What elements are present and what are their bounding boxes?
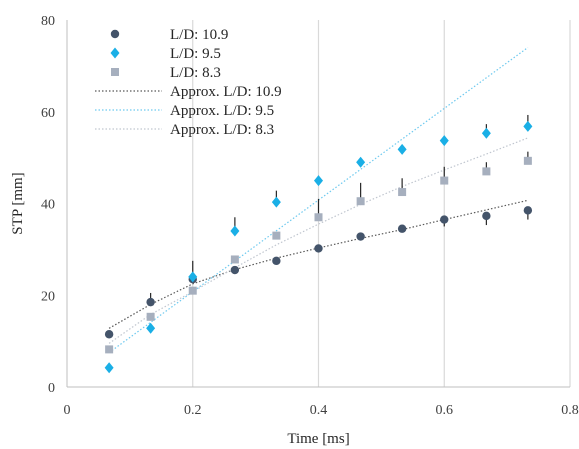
trendline	[108, 137, 529, 344]
data-point	[523, 156, 532, 165]
legend-marker	[110, 29, 120, 39]
tick-labels: 0 0.2 0.4 0.6 0.8 0 20 40 60 80	[41, 14, 579, 418]
grid	[192, 20, 571, 387]
y-tick-label: 60	[41, 106, 55, 121]
data-point	[356, 197, 365, 206]
y-axis-title: STP [mm]	[10, 172, 26, 234]
data-point	[314, 175, 323, 187]
data-point	[314, 244, 323, 253]
data-point	[146, 297, 155, 307]
data-point	[397, 224, 407, 233]
data-point	[398, 188, 407, 197]
data-points	[104, 120, 533, 374]
data-point	[482, 167, 491, 176]
data-point	[230, 225, 240, 237]
trendline	[108, 199, 529, 329]
data-point	[105, 345, 114, 354]
legend: L/D: 10.9 L/D: 9.5 L/D: 8.3 Approx. L/D: 10…	[95, 27, 282, 138]
legend-marker	[111, 68, 119, 76]
y-tick-label: 80	[41, 14, 55, 29]
y-tick-label: 20	[41, 289, 55, 304]
x-tick-label: 0.4	[310, 403, 328, 418]
data-point	[188, 286, 197, 295]
data-point	[523, 120, 533, 132]
legend-label: L/D: 10.9	[170, 27, 228, 43]
legend-label: Approx. L/D: 8.3	[170, 122, 274, 138]
x-tick-label: 0.6	[436, 403, 454, 418]
x-tick-label: 0.2	[184, 403, 202, 418]
error-bars	[150, 114, 529, 303]
data-point	[356, 156, 366, 168]
data-point	[272, 256, 281, 266]
data-point	[104, 330, 114, 339]
legend-label: Approx. L/D: 9.5	[170, 103, 274, 119]
data-point	[439, 135, 449, 147]
y-tick-label: 0	[48, 381, 55, 396]
data-point	[482, 211, 491, 221]
data-point	[230, 265, 240, 275]
x-axis-title: Time [ms]	[287, 431, 349, 447]
y-tick-label: 40	[41, 198, 55, 213]
data-point	[230, 255, 239, 264]
data-point	[356, 232, 365, 241]
data-point	[440, 215, 449, 224]
data-point	[146, 322, 156, 334]
data-point	[188, 271, 198, 283]
data-point	[104, 362, 114, 374]
data-point	[440, 176, 449, 185]
data-point	[272, 231, 281, 240]
data-point	[481, 127, 491, 139]
legend-marker	[110, 47, 120, 59]
data-point	[397, 143, 407, 155]
data-point	[523, 206, 533, 215]
legend-label: L/D: 9.5	[170, 46, 221, 62]
data-point	[314, 213, 323, 222]
x-tick-label: 0	[64, 403, 71, 418]
legend-label: Approx. L/D: 10.9	[170, 84, 282, 100]
data-point	[271, 196, 281, 208]
legend-label: L/D: 8.3	[170, 65, 221, 81]
x-tick-label: 0.8	[561, 403, 579, 418]
data-point	[146, 312, 155, 321]
axes	[66, 20, 570, 388]
